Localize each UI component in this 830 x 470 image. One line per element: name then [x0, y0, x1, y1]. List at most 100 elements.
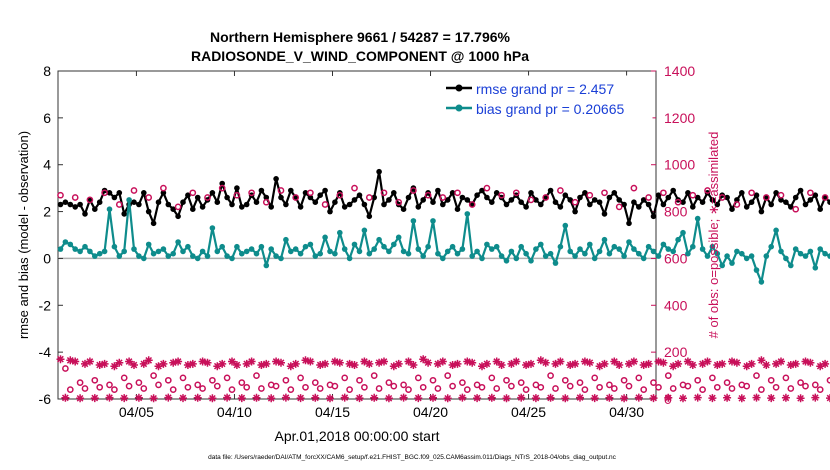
possible-point [792, 205, 800, 213]
assimilated-point [134, 393, 143, 402]
bias-point [562, 222, 569, 229]
assimilated-point [272, 357, 281, 366]
assimilated-point [281, 393, 290, 402]
y-tick-label-left-5: 4 [43, 157, 51, 173]
rmse-point [288, 187, 294, 194]
y-tick-label-left-3: 0 [43, 250, 51, 266]
possible-point [434, 385, 442, 392]
possible-point [630, 184, 638, 192]
assimilated-point [478, 362, 486, 371]
bias-point [489, 246, 495, 252]
possible-point [390, 382, 398, 390]
possible-point [169, 386, 177, 393]
possible-point [620, 376, 628, 384]
bias-point [405, 250, 412, 257]
assimilated-point [463, 357, 472, 366]
possible-point [86, 196, 94, 204]
rmse-point [734, 197, 740, 203]
rmse-point [660, 201, 667, 208]
possible-point [709, 374, 716, 382]
bias-point [440, 255, 446, 262]
possible-point [321, 201, 329, 208]
bias-point [209, 225, 216, 231]
possible-point [542, 194, 550, 201]
bias-point [72, 246, 78, 252]
rmse-point [484, 194, 490, 201]
possible-point [517, 379, 525, 386]
possible-point [522, 386, 530, 393]
assimilated-point [144, 356, 153, 365]
assimilated-point [600, 359, 609, 368]
bias-point [92, 253, 98, 259]
bias-point [82, 243, 88, 250]
x-axis-label: Apr.01,2018 00:00:00 start [274, 428, 439, 444]
assimilated-point [580, 357, 589, 366]
assimilated-point [639, 361, 648, 369]
assimilated-point [453, 359, 462, 368]
rmse-point [77, 201, 83, 208]
assimilated-point [674, 359, 683, 368]
possible-point [704, 187, 711, 194]
bias-point [675, 236, 681, 243]
bias-point [194, 255, 201, 262]
possible-point [365, 194, 373, 201]
bias-point [533, 246, 539, 252]
bias-point [783, 255, 789, 262]
possible-point [645, 194, 652, 201]
assimilated-point [56, 355, 65, 364]
possible-point [699, 386, 706, 393]
bias-point [96, 250, 103, 257]
y-tick-label-right-5: 1000 [664, 157, 695, 173]
rmse-point [557, 204, 564, 210]
bias-point [626, 239, 632, 245]
bias-point [219, 243, 225, 250]
assimilated-point [482, 359, 491, 368]
possible-point [689, 191, 697, 199]
possible-point [669, 385, 677, 392]
bias-point [67, 241, 74, 248]
bias-point [234, 243, 240, 250]
rmse-point [239, 204, 245, 210]
possible-point [483, 184, 491, 192]
bias-point [484, 241, 490, 248]
rmse-point [748, 199, 755, 205]
bias-point [435, 250, 441, 257]
rmse-point [278, 194, 284, 201]
possible-point [797, 379, 804, 386]
rmse-point [459, 194, 466, 201]
possible-point [610, 385, 618, 392]
y-tick-label-left-0: -6 [39, 391, 52, 407]
bias-point [341, 246, 348, 252]
bias-point [243, 248, 250, 255]
y-axis-label-left: rmse and bias (model - observation) [16, 131, 31, 339]
bias-point [719, 262, 725, 269]
rmse-point [596, 199, 603, 205]
possible-point [561, 376, 569, 384]
rmse-point [356, 192, 363, 198]
possible-point [351, 184, 358, 192]
bias-point [596, 248, 603, 255]
y-tick-label-left-7: 8 [43, 63, 51, 79]
possible-point [145, 194, 153, 201]
possible-point [140, 385, 148, 392]
assimilated-point [237, 394, 246, 403]
rmse-point [709, 197, 716, 203]
possible-point [410, 187, 417, 194]
assimilated-point [605, 393, 614, 402]
rmse-point [739, 190, 745, 196]
bias-point [204, 253, 211, 259]
rmse-point [533, 197, 539, 203]
possible-point [488, 374, 496, 382]
bias-point [621, 253, 627, 259]
rmse-point [768, 201, 774, 208]
assimilated-point [517, 393, 526, 402]
bias-point [430, 218, 436, 224]
assimilated-point [252, 393, 261, 402]
rmse-point [371, 194, 378, 201]
assimilated-point [223, 393, 232, 402]
possible-point [272, 382, 280, 390]
y-tick-label-right-6: 1200 [664, 110, 695, 126]
bias-point [670, 248, 676, 255]
